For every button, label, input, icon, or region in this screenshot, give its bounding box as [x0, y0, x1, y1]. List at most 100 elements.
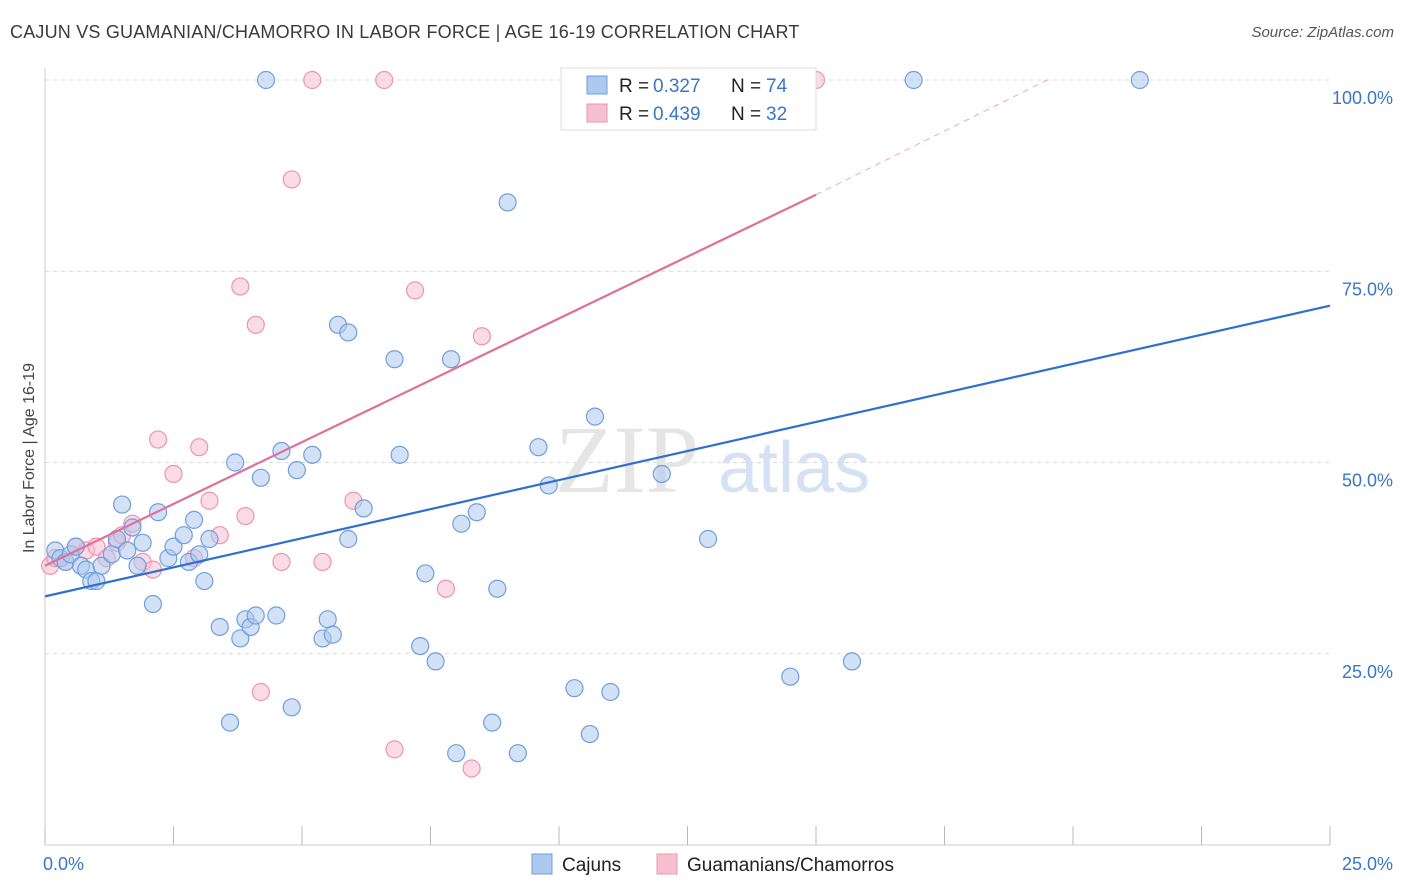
trend-lines — [44, 79, 1331, 598]
point-cajun — [210, 617, 229, 637]
series-legend: Cajuns Guamanians/Chamorros — [531, 853, 894, 876]
legend-n-label-2: N = — [731, 104, 761, 125]
point-cajun — [488, 579, 507, 598]
point-cajun — [842, 652, 862, 671]
points-cajun — [46, 70, 1149, 763]
point-cajun — [318, 610, 337, 629]
source-credit: Source: ZipAtlas.com — [1251, 24, 1394, 41]
y-tick-label: 100.0% — [1332, 88, 1393, 108]
point-guamanian — [405, 281, 425, 300]
point-cajun — [411, 636, 430, 656]
point-cajun — [498, 193, 517, 212]
point-cajun — [303, 445, 322, 464]
point-cajun — [143, 594, 163, 614]
y-tick-label: 25.0% — [1342, 662, 1393, 682]
point-guamanian — [246, 315, 265, 334]
point-cajun — [452, 514, 471, 533]
point-cajun — [467, 503, 486, 522]
legend-r-label-1: R = — [619, 76, 649, 97]
point-guamanian — [462, 759, 481, 778]
point-guamanian — [251, 682, 270, 702]
legend-r-label-2: R = — [619, 104, 649, 125]
point-cajun — [184, 510, 204, 529]
point-guamanian — [190, 438, 209, 457]
point-cajun — [256, 70, 276, 90]
point-guamanian — [313, 552, 332, 572]
point-cajun — [390, 445, 409, 464]
legend-swatch-cajun — [586, 75, 608, 95]
point-cajun — [652, 464, 671, 484]
trend-line-guamanian-extension — [815, 79, 1048, 196]
point-cajun — [580, 724, 599, 744]
y-tick-label: 75.0% — [1342, 279, 1393, 299]
point-cajun — [441, 350, 461, 369]
point-cajun — [133, 533, 152, 552]
point-cajun — [698, 529, 718, 549]
watermark-zip: ZIP — [555, 406, 699, 513]
point-guamanian — [231, 277, 250, 296]
point-cajun — [220, 713, 240, 732]
point-cajun — [385, 350, 404, 369]
point-cajun — [118, 541, 137, 560]
point-cajun — [128, 556, 147, 575]
point-cajun — [164, 537, 183, 556]
point-cajun — [190, 545, 209, 564]
point-cajun — [565, 679, 584, 698]
legend-n-label-1: N = — [731, 76, 761, 97]
legend-r-value-2: 0.439 — [653, 104, 701, 125]
point-cajun — [904, 70, 923, 90]
point-cajun — [282, 698, 301, 717]
legend-r-value-1: 0.327 — [653, 76, 701, 97]
point-cajun — [426, 652, 445, 671]
point-cajun — [529, 438, 548, 457]
x-tick-label-min: 0.0% — [43, 854, 84, 874]
point-guamanian — [148, 430, 168, 449]
point-cajun — [354, 499, 373, 518]
watermark: ZIP atlas — [555, 406, 870, 513]
y-tick-labels: 25.0% 50.0% 75.0% 100.0% — [1332, 88, 1393, 682]
point-cajun — [447, 744, 466, 763]
legend-n-value-2: 32 — [766, 104, 787, 125]
point-guamanian — [272, 552, 291, 572]
watermark-atlas: atlas — [718, 428, 870, 508]
point-cajun — [416, 564, 435, 583]
legend-swatch-guam — [586, 103, 608, 123]
point-cajun — [339, 529, 358, 549]
point-guamanian — [164, 464, 183, 484]
y-axis-label: In Labor Force | Age 16-19 — [21, 363, 38, 553]
point-cajun — [287, 461, 306, 480]
point-cajun — [539, 476, 558, 495]
point-cajun — [226, 453, 245, 472]
point-cajun — [195, 571, 214, 591]
legend-n-value-1: 74 — [766, 76, 788, 97]
point-cajun — [200, 529, 219, 549]
point-cajun — [601, 682, 620, 702]
point-guamanian — [236, 506, 255, 526]
point-cajun — [267, 606, 286, 625]
point-guamanian — [200, 491, 219, 510]
point-cajun — [483, 713, 502, 732]
point-cajun — [781, 667, 800, 686]
point-cajun — [112, 495, 132, 514]
points-guamanian — [41, 70, 826, 778]
point-guamanian — [303, 70, 322, 90]
point-cajun — [251, 468, 270, 487]
chart-title: CAJUN VS GUAMANIAN/CHAMORRO IN LABOR FOR… — [10, 22, 800, 42]
point-cajun — [339, 323, 358, 342]
point-cajun — [246, 606, 265, 625]
bottom-legend-swatch-guam — [656, 853, 678, 875]
trend-line-guamanian — [44, 193, 817, 567]
x-tick-label-max: 25.0% — [1342, 854, 1393, 874]
point-cajun — [231, 629, 250, 648]
point-cajun — [585, 407, 605, 426]
trend-line-cajun — [44, 304, 1331, 598]
correlation-legend: R = 0.327 N = 74 R = 0.439 N = 32 — [560, 67, 817, 131]
point-guamanian — [472, 327, 491, 346]
bottom-legend-label-cajun: Cajuns — [562, 855, 621, 876]
point-guamanian — [282, 170, 301, 189]
point-guamanian — [375, 70, 394, 90]
point-cajun — [92, 556, 111, 575]
point-guamanian — [436, 579, 456, 598]
point-guamanian — [385, 740, 404, 759]
